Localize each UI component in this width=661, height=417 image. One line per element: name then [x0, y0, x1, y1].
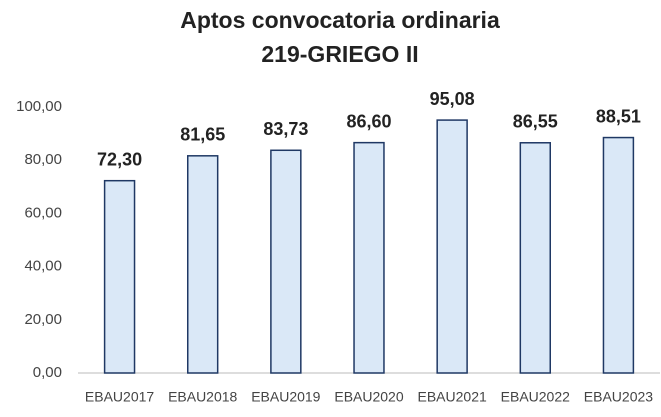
bar	[436, 119, 468, 374]
bar	[103, 179, 136, 374]
value-label: 72,30	[97, 149, 142, 169]
x-tick-label: EBAU2023	[584, 389, 653, 405]
x-tick-label: EBAU2020	[334, 389, 403, 405]
x-tick-label: EBAU2022	[501, 389, 570, 405]
y-tick-label: 80,00	[24, 151, 62, 168]
y-tick-label: 40,00	[24, 258, 62, 275]
bar	[186, 155, 219, 374]
bar	[519, 142, 552, 374]
x-tick-label: EBAU2021	[418, 389, 487, 405]
y-tick-label: 100,00	[16, 98, 62, 115]
value-label: 86,60	[346, 111, 391, 131]
value-label: 88,51	[596, 106, 641, 126]
chart-title: Aptos convocatoria ordinaria	[180, 7, 500, 33]
x-tick-label: EBAU2018	[168, 389, 237, 405]
bar	[353, 141, 385, 374]
bar	[602, 136, 635, 374]
y-tick-label: 20,00	[24, 311, 62, 328]
value-label: 81,65	[180, 125, 225, 145]
x-tick-label: EBAU2019	[251, 389, 320, 405]
value-label: 86,55	[513, 112, 558, 132]
value-label: 95,08	[430, 89, 475, 109]
bar	[270, 149, 302, 374]
y-tick-label: 60,00	[24, 204, 62, 221]
chart-subtitle: 219-GRIEGO II	[261, 41, 418, 67]
y-tick-label: 0,00	[33, 364, 62, 381]
value-label: 83,73	[263, 119, 308, 139]
x-tick-label: EBAU2017	[85, 389, 154, 405]
